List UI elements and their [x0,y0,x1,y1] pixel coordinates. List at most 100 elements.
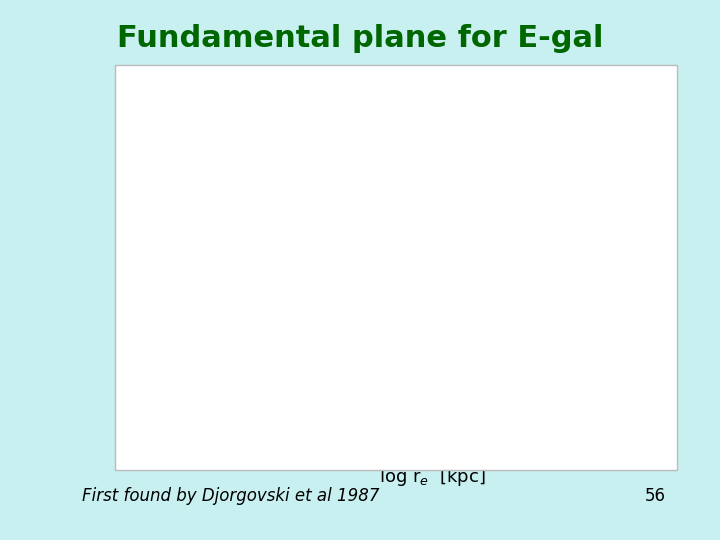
Point [406,276,418,285]
Point [589,150,600,158]
Point [393,285,405,294]
Point [410,271,422,280]
Point [419,265,431,274]
Point [393,285,405,294]
Point [374,299,386,308]
Point [427,260,438,268]
Point [344,325,356,333]
Point [323,350,335,359]
Point [355,316,366,325]
Point [557,172,569,181]
Point [317,355,328,364]
Point [440,246,451,254]
Point [325,350,337,359]
Point [462,234,473,243]
Point [333,336,345,345]
Point [328,341,339,350]
Point [366,305,377,313]
Point [346,322,358,330]
Point [521,204,533,212]
Point [482,223,494,232]
Point [384,291,396,299]
Point [389,288,400,296]
Point [419,265,431,274]
Point [453,240,464,248]
Point [513,198,524,206]
Point [408,274,420,282]
Point [436,251,447,260]
Point [353,316,364,325]
Text: 56: 56 [644,487,666,505]
Point [546,189,558,198]
Text: (b): (b) [255,139,280,157]
Point [331,339,343,347]
Point [319,351,330,360]
Point [342,327,354,336]
Point [462,229,473,238]
Point [344,325,356,333]
Point [431,254,443,262]
Point [410,272,422,281]
Point [281,412,292,421]
Point [348,319,360,327]
Point [521,192,533,201]
Text: Fundamental plane for E-gal: Fundamental plane for E-gal [117,24,603,53]
Point [291,389,302,398]
Point [377,296,388,305]
Point [397,282,409,291]
Point [387,289,398,298]
Point [470,223,482,232]
Point [400,281,411,289]
Point [370,302,382,310]
Point [446,240,458,248]
Point [351,319,362,327]
Point [472,229,484,238]
Point [361,308,373,316]
Point [378,295,390,303]
Point [436,251,447,260]
Point [372,299,384,308]
Point [402,279,413,288]
Point [368,302,379,310]
Point [348,320,360,329]
Point [444,246,456,254]
Point [504,212,516,220]
Point [380,294,392,302]
Point [328,344,339,353]
Point [361,308,373,316]
Y-axis label: 1.24log $\sigma$ $-$ 0.82log $\langle I\rangle_e$: 1.24log $\sigma$ $-$ 0.82log $\langle I\… [160,188,179,368]
Point [585,164,596,173]
Point [380,295,392,303]
Point [340,333,351,342]
Point [397,281,409,289]
Point [357,313,369,322]
Point [495,209,507,218]
Point [395,284,407,292]
Point [297,376,309,385]
Point [406,274,418,282]
Point [333,337,345,346]
Point [413,271,424,280]
Point [389,291,400,299]
Point [364,308,375,316]
Point [382,292,394,301]
Point [423,262,435,271]
Point [478,220,490,229]
Point [338,333,349,342]
Point [317,355,328,364]
Point [404,276,415,285]
Point [359,310,371,319]
Point [542,181,554,190]
Point [276,426,288,435]
Point [453,234,464,243]
Point [308,366,320,374]
X-axis label: log r$_e$  [kpc]: log r$_e$ [kpc] [379,465,485,488]
Point [487,214,498,223]
Point [374,299,386,308]
Point [415,268,426,277]
Point [384,292,396,301]
Point [529,186,541,195]
Text: First found by Djorgovski et al 1987: First found by Djorgovski et al 1987 [81,487,379,505]
Point [493,218,505,226]
Point [312,359,324,367]
